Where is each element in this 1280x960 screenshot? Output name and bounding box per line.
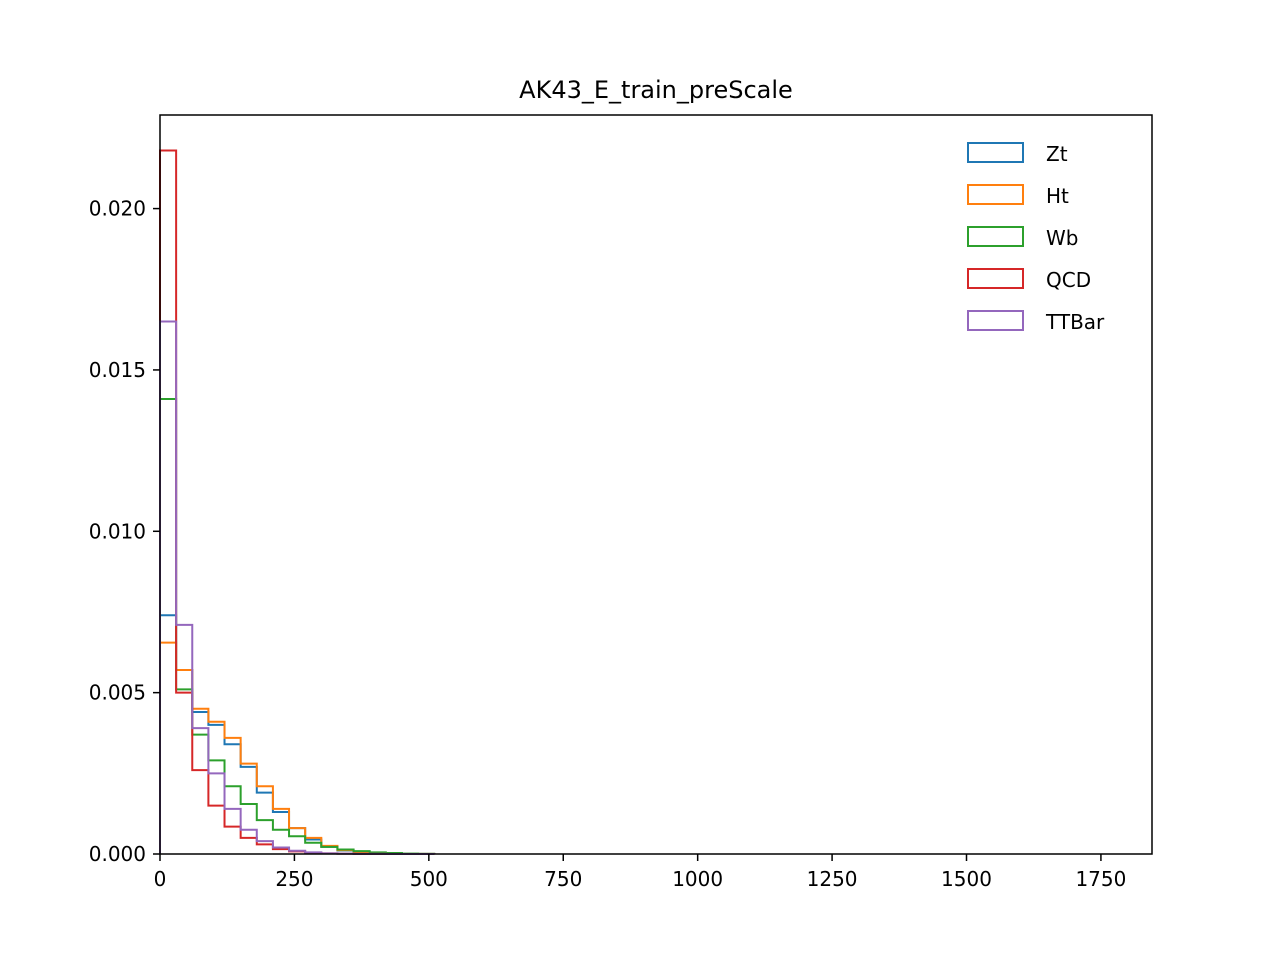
legend: Zt Ht Wb QCD TTBar [967,142,1105,334]
x-tick-label: 0 [154,867,167,891]
legend-swatch [967,184,1024,205]
x-tick-label: 250 [275,867,313,891]
legend-item-ttbar: TTBar [967,310,1105,334]
x-tick-label: 1750 [1075,867,1126,891]
legend-swatch [967,268,1024,289]
chart-title: AK43_E_train_preScale [519,76,793,104]
x-tick-label: 1500 [941,867,992,891]
y-tick-label: 0.015 [89,358,146,382]
legend-swatch [967,310,1024,331]
y-tick-label: 0.005 [89,681,146,705]
plot-frame [159,114,1153,855]
legend-label: Zt [1046,142,1068,166]
legend-label: TTBar [1045,310,1105,334]
x-tick-label: 1000 [672,867,723,891]
legend-swatch [967,226,1024,247]
legend-label: Wb [1046,226,1078,250]
legend-label: Ht [1046,184,1069,208]
x-axis: 0 250 500 750 1000 1250 1500 1750 [154,854,1126,891]
x-tick-label: 500 [410,867,448,891]
legend-item-zt: Zt [967,142,1068,166]
legend-swatch [967,142,1024,163]
legend-label: QCD [1046,268,1091,292]
x-tick-label: 1250 [807,867,858,891]
legend-item-ht: Ht [967,184,1069,208]
x-tick-label: 750 [544,867,582,891]
legend-item-qcd: QCD [967,268,1091,292]
y-tick-label: 0.010 [89,519,146,543]
y-tick-label: 0.020 [89,197,146,221]
legend-item-wb: Wb [967,226,1078,250]
y-tick-label: 0.000 [89,842,146,866]
y-axis: 0.000 0.005 0.010 0.015 0.020 [89,197,160,866]
